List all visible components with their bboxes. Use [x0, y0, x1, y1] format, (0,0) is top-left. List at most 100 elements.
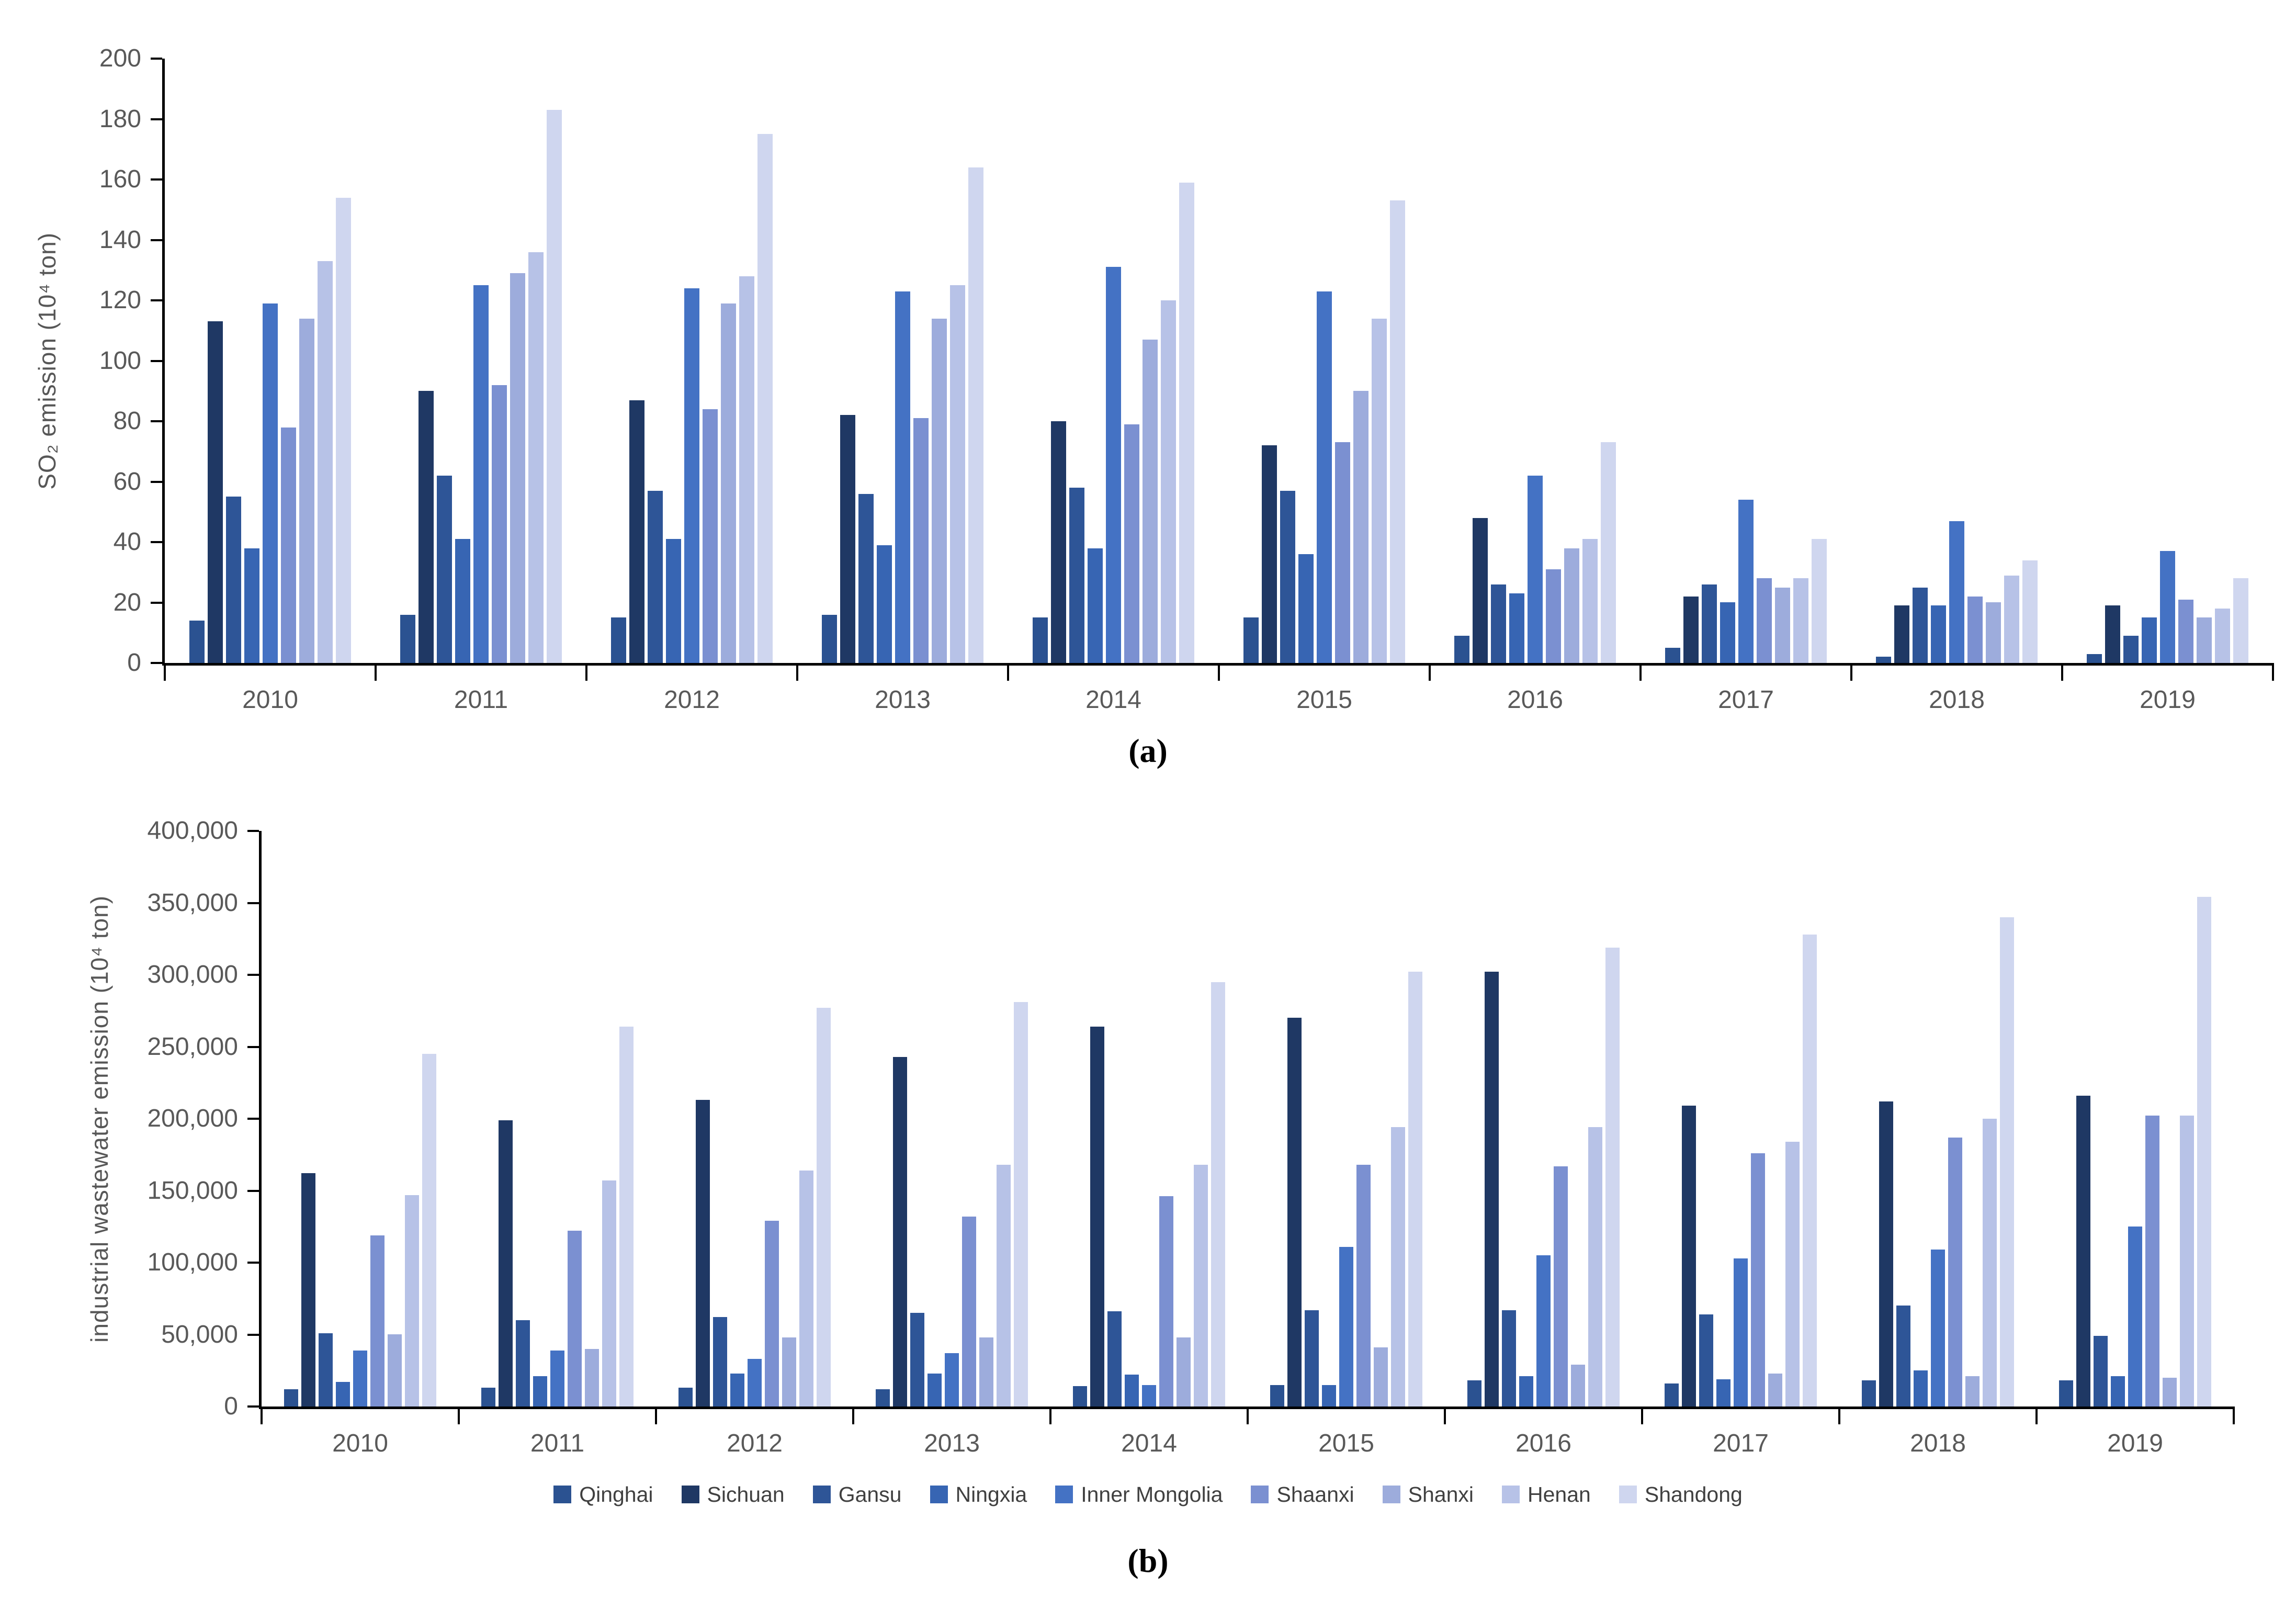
bar-henan-2011 [528, 252, 544, 663]
bar-shaanxi-2014 [1124, 424, 1139, 663]
legend-label: Inner Mongolia [1081, 1482, 1223, 1506]
bar-shandong-2019 [2233, 578, 2248, 663]
bar-inner-mongolia-2011 [473, 285, 489, 663]
bar-inner-mongolia-2016 [1528, 476, 1543, 663]
y-axis-tick [247, 1333, 259, 1336]
bar-shanxi-2011 [585, 1349, 599, 1407]
bar-shanxi-2012 [782, 1337, 796, 1407]
x-axis-tick [1639, 663, 1642, 681]
bar-qinghai-2011 [400, 615, 415, 663]
bar-inner-mongolia-2018 [1931, 1250, 1945, 1407]
bar-henan-2016 [1588, 1127, 1602, 1407]
bar-henan-2019 [2180, 1116, 2194, 1407]
y-tick-label: 400,000 [147, 817, 238, 845]
bar-ningxia-2011 [533, 1376, 547, 1407]
bar-gansu-2012 [648, 491, 663, 663]
bar-henan-2018 [1983, 1119, 1997, 1407]
y-tick-label: 0 [224, 1392, 238, 1420]
x-tick-label: 2015 [1296, 686, 1352, 714]
y-tick-label: 120 [99, 286, 141, 314]
bar-inner-mongolia-2015 [1317, 291, 1332, 663]
y-tick-label: 80 [113, 407, 141, 435]
bar-shandong-2016 [1605, 948, 1620, 1407]
legend-label: Qinghai [579, 1482, 653, 1506]
bar-ningxia-2018 [1914, 1370, 1928, 1407]
y-tick-label: 160 [99, 165, 141, 193]
bar-shaanxi-2012 [765, 1221, 779, 1407]
bar-sichuan-2019 [2105, 605, 2120, 663]
bar-qinghai-2015 [1243, 617, 1259, 663]
y-axis-tick [247, 1405, 259, 1408]
x-tick-label: 2017 [1718, 686, 1774, 714]
y-axis-tick [247, 1262, 259, 1264]
x-tick-label: 2018 [1929, 686, 1985, 714]
bar-henan-2015 [1391, 1127, 1405, 1407]
bar-shandong-2010 [336, 198, 351, 663]
bar-inner-mongolia-2013 [945, 1353, 959, 1407]
legend: Qinghai Sichuan Gansu Ningxia Inner Mongolia… [0, 1483, 2296, 1506]
bar-ningxia-2015 [1298, 554, 1314, 663]
y-axis-tick [151, 601, 162, 604]
x-axis-tick [2061, 663, 2063, 681]
bar-inner-mongolia-2017 [1738, 500, 1754, 663]
x-axis-tick [2272, 663, 2274, 681]
legend-item-ningxia: Ningxia [930, 1483, 1027, 1506]
legend-swatch-icon [930, 1486, 948, 1503]
bar-shanxi-2010 [299, 319, 314, 663]
bar-gansu-2017 [1702, 584, 1717, 663]
x-tick-label: 2019 [2107, 1430, 2163, 1457]
bar-qinghai-2019 [2087, 654, 2102, 663]
bar-sichuan-2016 [1473, 518, 1488, 663]
y-axis-tick [151, 480, 162, 483]
x-axis-tick [585, 663, 587, 681]
bar-qinghai-2012 [678, 1388, 693, 1407]
bar-shanxi-2013 [932, 319, 947, 663]
bar-ningxia-2012 [730, 1374, 744, 1407]
bar-gansu-2016 [1502, 1310, 1516, 1407]
bar-shandong-2014 [1211, 982, 1225, 1407]
bar-shandong-2012 [757, 134, 773, 663]
bar-shaanxi-2013 [962, 1217, 976, 1407]
y-tick-label: 300,000 [147, 961, 238, 988]
bar-henan-2012 [799, 1171, 813, 1407]
bar-ningxia-2010 [336, 1382, 350, 1407]
bar-sichuan-2017 [1683, 597, 1699, 663]
bar-gansu-2019 [2094, 1336, 2108, 1407]
bar-henan-2019 [2215, 609, 2230, 663]
bar-qinghai-2014 [1033, 617, 1048, 663]
bar-shaanxi-2010 [370, 1235, 384, 1407]
bar-shandong-2013 [1014, 1002, 1028, 1407]
legend-item-henan: Henan [1502, 1483, 1591, 1506]
legend-item-inner-mongolia: Inner Mongolia [1055, 1483, 1223, 1506]
bar-shandong-2014 [1179, 183, 1194, 663]
bar-sichuan-2011 [499, 1120, 513, 1407]
bar-shaanxi-2011 [492, 385, 507, 663]
y-tick-label: 60 [113, 467, 141, 496]
x-tick-label: 2015 [1318, 1430, 1374, 1457]
bar-qinghai-2012 [611, 617, 626, 663]
bar-qinghai-2014 [1073, 1386, 1087, 1407]
bar-shaanxi-2018 [1948, 1138, 1962, 1407]
bar-gansu-2013 [858, 494, 874, 663]
y-axis-tick [247, 902, 259, 904]
y-axis-tick [151, 299, 162, 301]
bar-qinghai-2017 [1665, 648, 1680, 663]
bar-shandong-2015 [1408, 972, 1422, 1407]
y-tick-label: 180 [99, 105, 141, 133]
y-tick-label: 100 [99, 346, 141, 375]
x-axis-tick [1049, 1407, 1051, 1424]
bar-shanxi-2016 [1571, 1365, 1585, 1407]
legend-swatch-icon [1382, 1486, 1400, 1503]
bar-henan-2014 [1194, 1165, 1208, 1407]
legend-label: Ningxia [955, 1482, 1027, 1506]
bar-qinghai-2013 [822, 615, 837, 663]
bar-gansu-2015 [1280, 491, 1295, 663]
bar-qinghai-2018 [1862, 1380, 1876, 1407]
bar-gansu-2014 [1069, 488, 1084, 663]
y-axis-tick [151, 118, 162, 120]
bar-sichuan-2013 [840, 415, 855, 663]
bar-gansu-2016 [1491, 584, 1506, 663]
bar-gansu-2014 [1107, 1311, 1122, 1407]
bar-gansu-2010 [319, 1333, 333, 1407]
bar-ningxia-2017 [1720, 602, 1735, 663]
